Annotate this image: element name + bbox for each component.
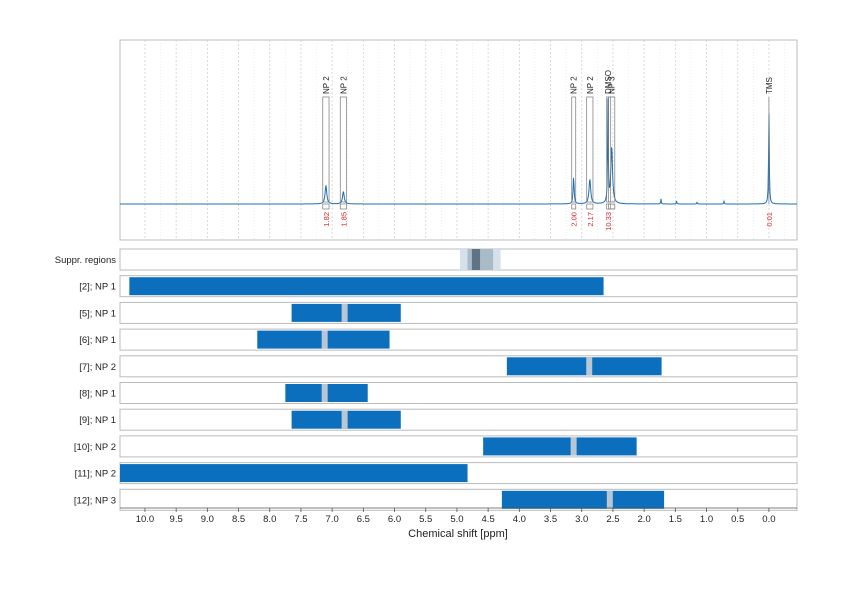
x-tick-label: 9.5 bbox=[170, 514, 183, 525]
x-tick-label: 3.0 bbox=[575, 514, 588, 525]
x-axis-title: Chemical shift [ppm] bbox=[408, 528, 508, 540]
suppression-core bbox=[471, 249, 481, 270]
peak-label: DMSO bbox=[604, 70, 613, 94]
peak-label: NP 2 bbox=[570, 76, 579, 94]
row-frame bbox=[119, 301, 798, 324]
range-marker bbox=[570, 437, 577, 456]
peak-box bbox=[322, 96, 330, 203]
integral-label: 2.00 bbox=[570, 212, 579, 227]
row-frame bbox=[119, 382, 798, 404]
integral-label: 1.82 bbox=[322, 212, 331, 227]
range-rows: Suppr. regions [2]; NP 1 [5]; NP 1 [6]; NP … bbox=[55, 248, 798, 511]
peak-box bbox=[571, 96, 577, 203]
row-label: [8]; NP 1 bbox=[79, 389, 116, 400]
row-label: [7]; NP 2 bbox=[79, 362, 116, 373]
row-label: [5]; NP 1 bbox=[79, 308, 116, 319]
row-label: [11]; NP 2 bbox=[75, 469, 116, 480]
x-tick-label: 7.5 bbox=[294, 514, 307, 525]
row-frame bbox=[119, 248, 798, 271]
range-marker bbox=[321, 384, 328, 402]
integral-label: 2.17 bbox=[586, 212, 595, 227]
x-tick-label: 8.5 bbox=[232, 514, 245, 525]
peak-box bbox=[608, 96, 616, 203]
integral-box bbox=[339, 203, 347, 210]
range-marker bbox=[586, 357, 593, 376]
x-tick-label: 1.5 bbox=[669, 514, 682, 525]
peak-label: NP 2 bbox=[322, 76, 331, 94]
x-tick-label: 3.5 bbox=[544, 514, 557, 525]
range-bar bbox=[129, 277, 604, 296]
x-tick-label: 6.5 bbox=[357, 514, 370, 525]
range-marker bbox=[341, 410, 348, 429]
row-frame bbox=[119, 435, 798, 458]
x-tick-label: 5.0 bbox=[450, 514, 463, 525]
range-marker bbox=[341, 303, 348, 322]
row-label: [2]; NP 1 bbox=[79, 282, 116, 293]
x-tick-label: 2.0 bbox=[638, 514, 651, 525]
range-marker bbox=[321, 330, 328, 349]
row-label: [9]; NP 1 bbox=[79, 415, 116, 426]
spectrum-frame bbox=[119, 39, 798, 241]
row-label: [10]; NP 2 bbox=[74, 442, 116, 453]
peak-label: NP 2 bbox=[339, 76, 348, 94]
spectrum-line bbox=[120, 98, 797, 205]
peak-box bbox=[586, 96, 594, 203]
range-bar bbox=[501, 490, 665, 509]
x-tick-label: 5.5 bbox=[419, 514, 432, 525]
x-tick-label: 4.0 bbox=[513, 514, 526, 525]
integral-box bbox=[571, 203, 577, 210]
range-bar bbox=[506, 357, 662, 376]
x-tick-label: 0.5 bbox=[731, 514, 744, 525]
row-frame bbox=[119, 408, 798, 431]
row-label: [6]; NP 1 bbox=[79, 335, 116, 346]
range-marker bbox=[606, 490, 613, 509]
peak-annotations: NP 2 1.82 NP 2 1.85 NP 2 2.00 NP 2 2.17 DMSO 10.3… bbox=[322, 70, 774, 231]
x-tick-label: 4.5 bbox=[482, 514, 495, 525]
x-axis: 10.0 9.5 9.0 8.5 8.0 7.5 7.0 6.5 6.0 5.5 5.0 4.5 4.0… bbox=[120, 507, 797, 525]
x-tick-label: 1.0 bbox=[700, 514, 713, 525]
row-frame bbox=[119, 328, 798, 351]
range-bar bbox=[120, 464, 468, 483]
spectrum-panel bbox=[119, 39, 798, 241]
integral-box bbox=[608, 203, 616, 210]
row-frame bbox=[119, 355, 798, 378]
integral-box bbox=[322, 203, 330, 210]
x-tick-label: 0.0 bbox=[762, 514, 775, 525]
peak-label: NP 2 bbox=[586, 76, 595, 94]
integral-label: 10.33 bbox=[604, 212, 613, 231]
peak-box bbox=[339, 96, 347, 203]
suppression-inner bbox=[467, 249, 494, 270]
integral-label: 1.85 bbox=[339, 212, 348, 227]
x-tick-label: 6.0 bbox=[388, 514, 401, 525]
integral-box bbox=[586, 203, 594, 210]
x-tick-label: 9.0 bbox=[201, 514, 214, 525]
x-tick-label: 10.0 bbox=[136, 514, 155, 525]
x-tick-label: 2.5 bbox=[606, 514, 619, 525]
peak-label: TMS bbox=[765, 77, 774, 94]
peak-label: NP 3 bbox=[608, 76, 617, 94]
row-label: [12]; NP 3 bbox=[74, 495, 116, 506]
x-tick-label: 7.0 bbox=[326, 514, 339, 525]
x-tick-label: 8.0 bbox=[263, 514, 276, 525]
row-frame bbox=[119, 488, 798, 511]
row-label: Suppr. regions bbox=[55, 255, 117, 266]
range-bar bbox=[483, 437, 637, 456]
integral-label: 0.01 bbox=[765, 212, 774, 227]
